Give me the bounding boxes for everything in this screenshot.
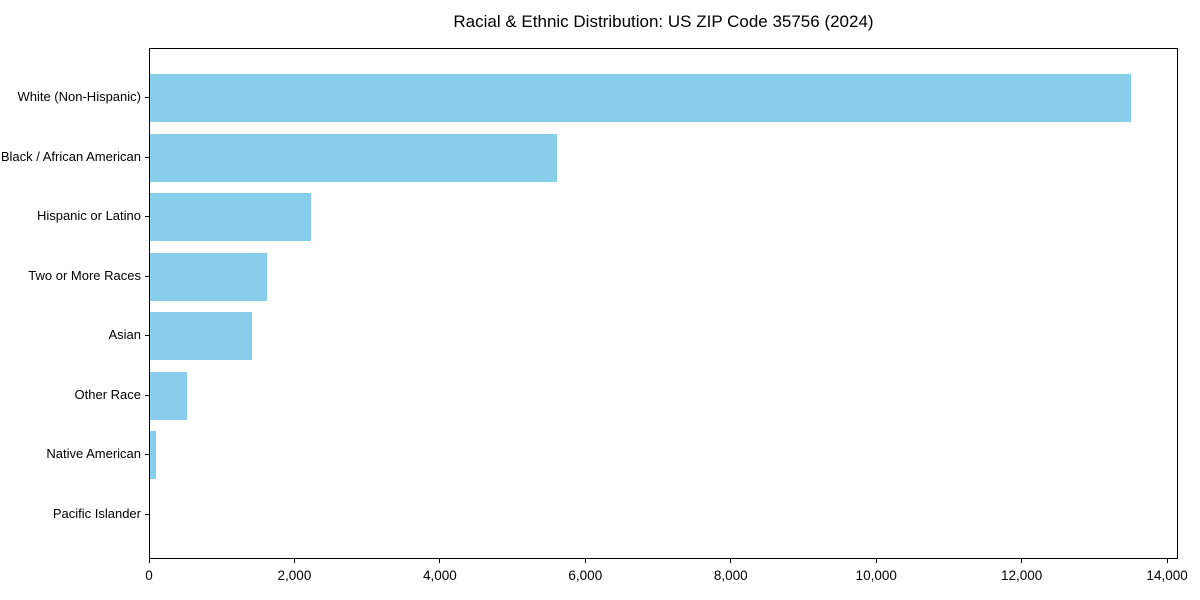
x-tick-mark <box>730 559 732 563</box>
x-tick-mark <box>584 559 586 563</box>
bar-hispanic-or-latino <box>150 193 311 241</box>
y-tick-label: Native American <box>46 446 141 461</box>
y-tick-mark <box>145 513 149 515</box>
bar-native-american <box>150 431 156 479</box>
y-tick-label: Two or More Races <box>28 267 141 283</box>
x-tick-label: 8,000 <box>713 568 748 583</box>
x-tick-mark <box>1021 559 1023 563</box>
bar-white-non-hispanic <box>150 74 1131 122</box>
y-tick-label: Asian <box>108 327 141 342</box>
plot-area <box>149 48 1178 559</box>
y-tick-mark <box>145 394 149 396</box>
bar-asian <box>150 312 252 360</box>
x-tick-mark <box>439 559 441 563</box>
chart-title: Racial & Ethnic Distribution: US ZIP Cod… <box>453 12 874 31</box>
y-tick-mark <box>145 275 149 277</box>
x-tick-label: 4,000 <box>422 568 457 583</box>
x-tick-label: 14,000 <box>1146 568 1188 583</box>
x-tick-mark <box>148 559 150 563</box>
y-tick-label: Hispanic or Latino <box>36 208 141 223</box>
x-tick-label: 0 <box>145 568 153 583</box>
x-tick-label: 2,000 <box>277 568 312 583</box>
bar-other-race <box>150 371 188 420</box>
y-tick-label: Black / African American <box>0 148 141 164</box>
y-tick-mark <box>145 97 149 98</box>
bar-two-or-more-races <box>150 252 268 301</box>
y-tick-label: Pacific Islander <box>52 505 141 521</box>
y-tick-mark <box>145 156 149 158</box>
x-tick-label: 12,000 <box>1000 568 1043 583</box>
x-tick-mark <box>293 559 295 563</box>
y-tick-mark <box>145 335 149 336</box>
x-tick-label: 10,000 <box>855 568 897 583</box>
x-tick-mark <box>1166 559 1168 563</box>
y-tick-label: White (Non-Hispanic) <box>17 89 141 104</box>
x-tick-mark <box>875 559 877 563</box>
x-tick-label: 6,000 <box>568 568 603 583</box>
y-tick-label: Other Race <box>74 386 141 402</box>
y-tick-mark <box>145 216 149 217</box>
y-tick-mark <box>145 454 149 455</box>
bar-black-african-american <box>150 133 558 182</box>
